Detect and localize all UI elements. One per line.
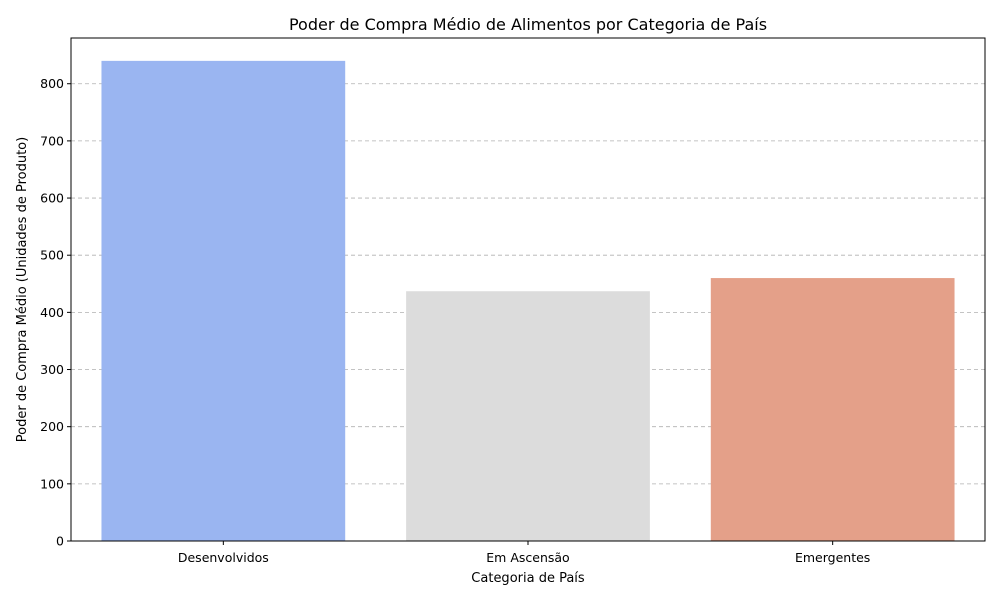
- bar: [101, 60, 346, 541]
- y-axis-ticks: 0 100 200 300 400 500 600 700 800: [40, 76, 71, 549]
- x-tick-label: Em Ascensão: [486, 550, 569, 565]
- y-axis-label: Poder de Compra Médio (Unidades de Produ…: [15, 137, 30, 442]
- x-axis-label: Categoria de País: [471, 571, 585, 586]
- y-tick-label: 800: [40, 76, 64, 91]
- x-axis-ticks: Desenvolvidos Em Ascensão Emergentes: [178, 541, 870, 565]
- y-tick-label: 400: [40, 305, 64, 320]
- bar: [406, 291, 650, 541]
- y-tick-label: 700: [40, 133, 64, 148]
- y-tick-label: 200: [40, 419, 64, 434]
- y-tick-label: 0: [56, 534, 64, 549]
- bars: [101, 60, 955, 541]
- y-tick-label: 300: [40, 362, 64, 377]
- y-tick-label: 100: [40, 476, 64, 491]
- chart-title: Poder de Compra Médio de Alimentos por C…: [289, 15, 767, 34]
- bar: [710, 278, 955, 541]
- x-tick-label: Emergentes: [795, 550, 870, 565]
- y-tick-label: 500: [40, 248, 64, 263]
- x-tick-label: Desenvolvidos: [178, 550, 269, 565]
- y-tick-label: 600: [40, 191, 64, 206]
